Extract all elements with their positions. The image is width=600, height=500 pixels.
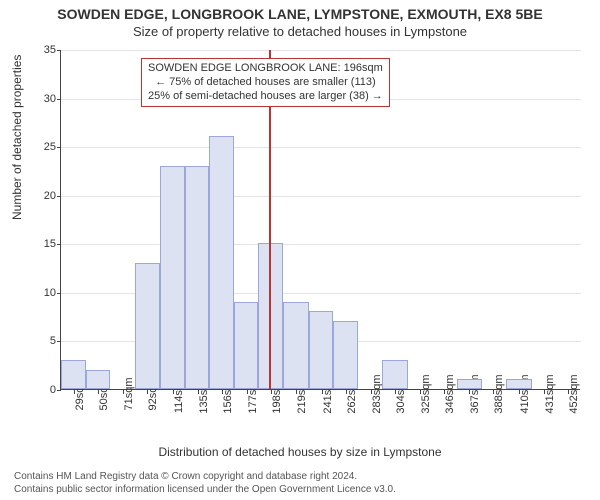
y-tick-label: 35 [44,44,56,56]
annotation-line: 25% of semi-detached houses are larger (… [148,90,383,104]
gridline [61,147,581,148]
y-tick-mark [57,244,61,245]
histogram-bar [457,379,482,389]
y-tick-label: 30 [44,93,56,105]
chart-main-title: SOWDEN EDGE, LONGBROOK LANE, LYMPSTONE, … [0,0,600,22]
footer-attribution: Contains HM Land Registry data © Crown c… [14,471,586,496]
histogram-bar [135,263,161,389]
y-tick-mark [57,196,61,197]
histogram-bar [382,360,408,389]
histogram-bar [160,166,185,389]
annotation-line: SOWDEN EDGE LONGBROOK LANE: 196sqm [148,62,383,76]
gridline [61,244,581,245]
gridline [61,196,581,197]
x-axis-label: Distribution of detached houses by size … [0,445,600,459]
histogram-bar [61,360,86,389]
y-tick-label: 0 [50,384,56,396]
y-tick-mark [57,147,61,148]
y-tick-label: 25 [44,141,56,153]
x-tick-label: 283sqm [371,374,383,413]
annotation-line: ← 75% of detached houses are smaller (11… [148,76,383,90]
histogram-bar [333,321,358,389]
x-tick-label: 346sqm [444,374,456,413]
x-tick-label: 388sqm [493,374,505,413]
y-tick-label: 10 [44,287,56,299]
histogram-bar [506,379,532,389]
histogram-bar [209,136,234,389]
histogram-bar [283,302,309,389]
chart-sub-title: Size of property relative to detached ho… [0,22,600,39]
y-tick-label: 20 [44,190,56,202]
y-axis-label: Number of detached properties [10,55,24,220]
gridline [61,50,581,51]
y-tick-mark [57,99,61,100]
histogram-bar [234,302,259,389]
y-tick-mark [57,293,61,294]
y-tick-mark [57,50,61,51]
plot-region: 0510152025303529sqm50sqm71sqm92sqm114sqm… [60,50,580,390]
y-tick-mark [57,390,61,391]
annotation-box: SOWDEN EDGE LONGBROOK LANE: 196sqm← 75% … [141,58,390,107]
y-tick-label: 5 [50,335,56,347]
chart-plot-area: 0510152025303529sqm50sqm71sqm92sqm114sqm… [60,50,580,390]
histogram-bar [185,166,210,389]
footer-line2: Contains public sector information licen… [14,484,396,495]
histogram-bar [86,370,111,389]
histogram-bar [309,311,334,389]
x-tick-label: 71sqm [123,377,135,410]
x-tick-label: 431sqm [544,374,556,413]
y-tick-label: 15 [44,238,56,250]
y-tick-mark [57,341,61,342]
footer-line1: Contains HM Land Registry data © Crown c… [14,471,357,482]
x-tick-label: 452sqm [568,374,580,413]
x-tick-label: 325sqm [420,374,432,413]
